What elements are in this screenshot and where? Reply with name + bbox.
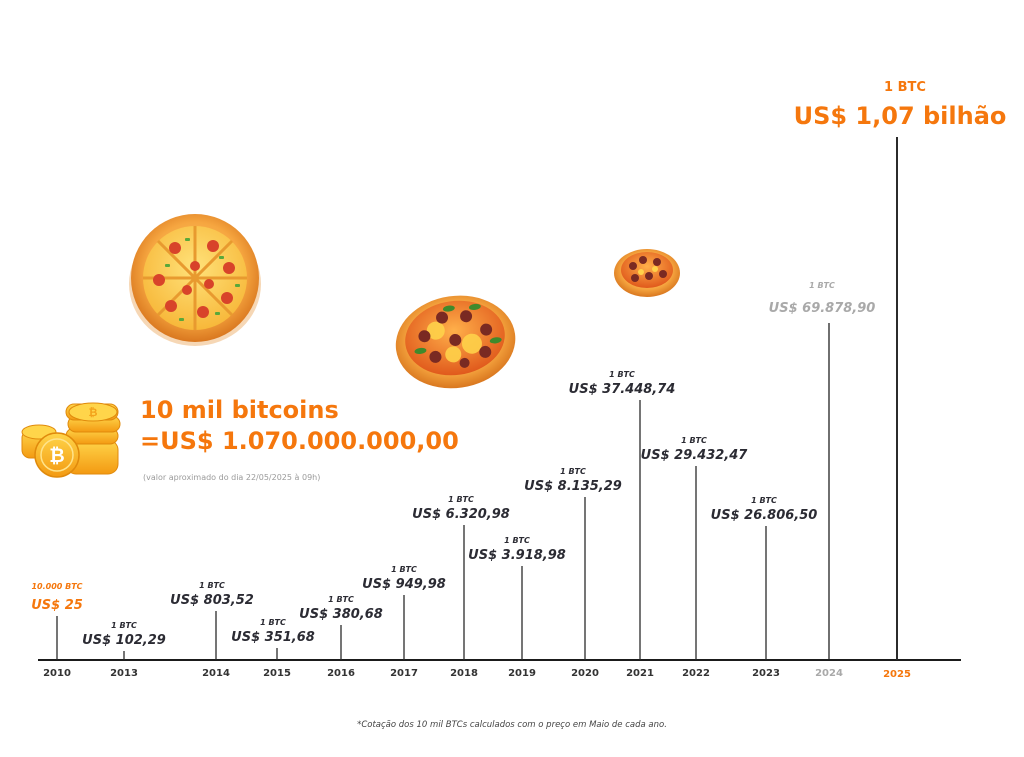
data-label-2015: US$ 351,68 [231,630,315,645]
tick-label-2024: 2024 [815,668,843,679]
svg-text:₿: ₿ [89,406,98,419]
unit-label-2018: 1 BTC [448,495,474,504]
pizza-icon [614,249,680,297]
unit-label-2019: 1 BTC [504,536,530,545]
pizza-icon [129,214,261,346]
svg-text:₿: ₿ [49,445,64,467]
unit-label-2023: 1 BTC [751,496,777,505]
tick-label-2015: 2015 [263,668,291,679]
tick-label-2018: 2018 [450,668,478,679]
unit-label-2020: 1 BTC [560,467,586,476]
data-label-2013: US$ 102,29 [82,633,166,648]
tick-label-2023: 2023 [752,668,780,679]
tick-label-2025: 2025 [883,669,911,680]
unit-label-2010: 10.000 BTC [31,582,82,591]
data-label-2022: US$ 29.432,47 [641,448,749,463]
unit-label-2016: 1 BTC [328,595,354,604]
headline-line-1: 10 mil bitcoins [140,396,339,424]
data-label-2019: US$ 3.918,98 [468,548,566,563]
unit-label-2017: 1 BTC [391,565,417,574]
data-label-2020: US$ 8.135,29 [524,479,622,494]
data-label-2016: US$ 380,68 [299,607,383,622]
unit-label-2013: 1 BTC [111,621,137,630]
tick-label-2021: 2021 [626,668,654,679]
tick-label-2019: 2019 [508,668,536,679]
data-label-2014: US$ 803,52 [170,593,254,608]
tick-label-2016: 2016 [327,668,355,679]
top-callout-value: US$ 1,07 bilhão [793,102,1007,130]
unit-label-2024: 1 BTC [809,281,835,290]
tick-label-2013: 2013 [110,668,138,679]
tick-label-2020: 2020 [571,668,599,679]
top-callout-unit: 1 BTC [884,80,926,95]
tick-label-2014: 2014 [202,668,230,679]
headline: 10 mil bitcoins =US$ 1.070.000.000,00 [140,395,459,457]
data-label-2023: US$ 26.806,50 [711,508,818,523]
bitcoin-coins-icon: ₿ ₿ [21,402,121,478]
headline-note: (valor aproximado do dia 22/05/2025 à 09… [143,473,321,482]
data-label-2017: US$ 949,98 [362,577,446,592]
data-label-2024: US$ 69.878,90 [769,301,876,316]
tick-label-2017: 2017 [390,668,418,679]
headline-line-2: =US$ 1.070.000.000,00 [140,427,459,455]
footnote: *Cotação dos 10 mil BTCs calculados com … [357,720,667,730]
data-label-2018: US$ 6.320,98 [412,507,510,522]
unit-label-2022: 1 BTC [681,436,707,445]
unit-label-2014: 1 BTC [199,581,225,590]
tick-label-2022: 2022 [682,668,710,679]
unit-label-2015: 1 BTC [260,618,286,627]
tick-label-2010: 2010 [43,668,71,679]
data-label-2021: US$ 37.448,74 [569,382,676,397]
data-label-2010: US$ 25 [31,598,83,613]
unit-label-2021: 1 BTC [609,370,635,379]
pizza-icon [395,295,516,389]
